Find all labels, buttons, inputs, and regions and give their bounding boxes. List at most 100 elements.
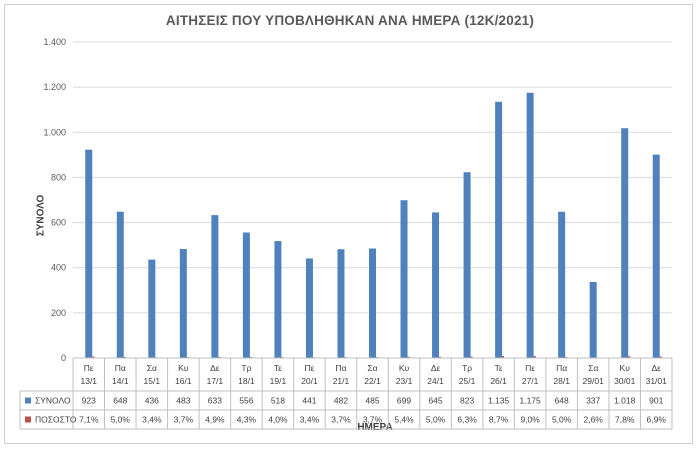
x-tick-label-day: Κυ [399, 363, 410, 373]
y-tick-label: 1.000 [43, 127, 66, 137]
table-cell: 633 [208, 396, 222, 406]
table-cell: 3,4% [142, 415, 162, 425]
x-tick-label-date: 19/1 [270, 376, 287, 386]
x-tick-label-day: Κυ [178, 363, 189, 373]
bar-total [400, 200, 408, 358]
chart-title: ΑΙΤΗΣΕΙΣ ΠΟΥ ΥΠΟΒΛΗΘΗΚΑΝ ΑΝΑ ΗΜΕΡΑ (12Κ/… [165, 13, 535, 28]
bar-total [526, 92, 534, 359]
x-axis-title: ΗΜΕΡΑ [357, 422, 393, 433]
bar-total [369, 248, 376, 358]
table-cell: 337 [586, 396, 600, 406]
x-tick-label-date: 17/1 [207, 376, 224, 386]
x-tick-label-day: Τρ [241, 363, 251, 373]
bar-total [589, 281, 597, 358]
y-tick-label: 0 [61, 353, 66, 363]
table-cell: 3,7% [174, 415, 194, 425]
x-tick-label-date: 13/1 [80, 376, 97, 386]
bar-percent [123, 356, 126, 358]
x-tick-label-day: Πε [304, 363, 314, 373]
table-cell: 5,0% [552, 415, 572, 425]
y-tick-label: 1.200 [43, 82, 66, 92]
table-cell: 482 [334, 396, 348, 406]
x-tick-label-day: Τε [495, 363, 503, 373]
bar-total [558, 211, 566, 358]
x-tick-label-date: 25/1 [459, 376, 476, 386]
bar-total [337, 249, 345, 358]
table-cell: 5,0% [111, 415, 131, 425]
table-cell: 5,4% [394, 415, 414, 425]
x-tick-label-date: 31/01 [646, 376, 668, 386]
bar-total [211, 215, 219, 358]
y-tick-label: 200 [51, 308, 66, 318]
y-tick-label: 400 [51, 263, 66, 273]
table-cell: 1.018 [614, 396, 636, 406]
table-cell: 7,8% [615, 415, 635, 425]
x-tick-label-date: 18/1 [238, 376, 255, 386]
x-tick-label-day: Δε [652, 363, 662, 373]
table-cell: 436 [145, 396, 159, 406]
x-tick-label-day: Πα [335, 363, 346, 373]
bar-percent [218, 356, 221, 358]
table-cell: 4,0% [268, 415, 288, 425]
table-cell: 8,7% [489, 415, 509, 425]
table-cell: 648 [113, 396, 127, 406]
bar-percent [470, 356, 473, 358]
table-cell: 9,0% [520, 415, 540, 425]
bar-total [242, 232, 250, 358]
bar-percent [407, 356, 410, 358]
bar-total [652, 154, 660, 358]
table-cell: 3,7% [331, 415, 351, 425]
x-tick-label-date: 20/1 [301, 376, 318, 386]
table-cell: 923 [82, 396, 96, 406]
table-cell: 6,3% [457, 415, 477, 425]
table-cell: 4,9% [205, 415, 225, 425]
legend-entry: ΣΥΝΟΛΟ [35, 396, 71, 406]
x-tick-label-day: Σα [588, 363, 598, 373]
table-cell: 483 [176, 396, 190, 406]
x-tick-label-day: Σα [367, 363, 377, 373]
x-tick-label-day: Τε [274, 363, 282, 373]
x-tick-label-day: Πε [525, 363, 535, 373]
x-tick-label-day: Πε [84, 363, 94, 373]
x-tick-label-date: 14/1 [112, 376, 129, 386]
x-tick-label-date: 26/1 [490, 376, 507, 386]
bar-total [148, 259, 156, 358]
y-tick-label: 1.400 [43, 37, 66, 47]
bar-percent [439, 356, 442, 358]
table-cell: 3,7% [363, 415, 383, 425]
x-tick-label-date: 21/1 [333, 376, 350, 386]
bar-total [116, 211, 124, 358]
x-tick-label-day: Τρ [462, 363, 472, 373]
table-cell: 645 [428, 396, 442, 406]
table-cell: 485 [365, 396, 379, 406]
x-tick-label-date: 27/1 [522, 376, 539, 386]
x-tick-label-date: 22/1 [364, 376, 381, 386]
x-tick-label-date: 24/1 [427, 376, 444, 386]
table-cell: 5,0% [426, 415, 446, 425]
table-cell: 3,4% [300, 415, 320, 425]
table-cell: 1.175 [519, 396, 541, 406]
x-tick-label-date: 29/01 [583, 376, 605, 386]
bar-percent [92, 356, 95, 358]
bar-percent [533, 355, 536, 358]
bar-total [305, 258, 313, 358]
table-cell: 648 [555, 396, 569, 406]
y-tick-label: 600 [51, 218, 66, 228]
table-cell: 556 [239, 396, 253, 406]
bar-total [463, 172, 471, 358]
legend-swatch [25, 397, 31, 404]
x-tick-label-day: Δε [431, 363, 441, 373]
table-cell: 4,3% [237, 415, 257, 425]
bar-total [274, 241, 282, 358]
table-cell: 1.135 [488, 396, 510, 406]
x-tick-label-date: 23/1 [396, 376, 413, 386]
legend-swatch [25, 416, 31, 423]
bar-total [495, 101, 503, 359]
table-cell: 6,9% [647, 415, 667, 425]
x-tick-label-date: 15/1 [144, 376, 161, 386]
x-tick-label-day: Πα [115, 363, 126, 373]
bar-percent [565, 356, 568, 358]
x-tick-label-day: Δε [210, 363, 220, 373]
x-tick-label-date: 16/1 [175, 376, 192, 386]
